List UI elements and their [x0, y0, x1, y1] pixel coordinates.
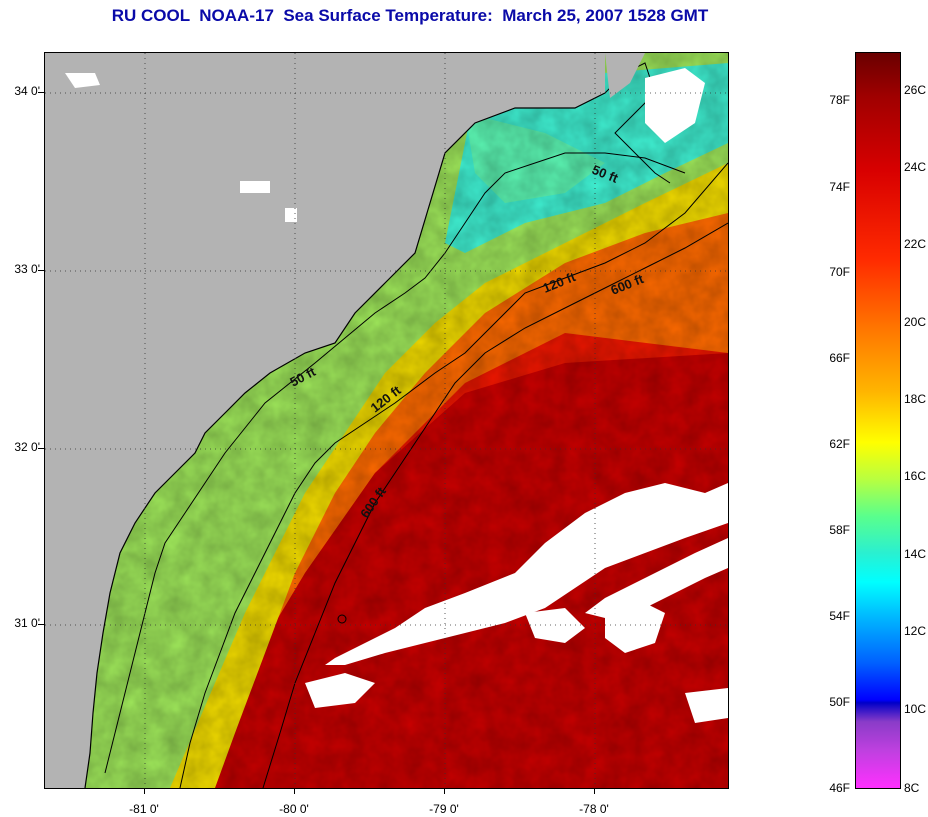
lon-tick [444, 788, 445, 794]
colorbar-celsius-label: 24C [904, 160, 927, 174]
colorbar-fahrenheit-label: 54F [829, 609, 850, 623]
colorbar-celsius-label: 10C [904, 702, 927, 716]
lat-tick [38, 624, 44, 625]
lat-tick [38, 92, 44, 93]
lon-tick [294, 788, 295, 794]
sst-map[interactable]: 50 ft 120 ft 600 ft 50 ft 120 ft 600 ft [44, 52, 729, 789]
colorbar-fahrenheit-label: 58F [829, 523, 850, 537]
longitude-label: -79 0' [429, 802, 459, 816]
longitude-label: -80 0' [279, 802, 309, 816]
sst-image: 50 ft 120 ft 600 ft 50 ft 120 ft 600 ft [45, 53, 728, 788]
land-mass [45, 53, 605, 788]
latitude-label: 31 0' [14, 616, 40, 630]
isobath-50ft [104, 152, 686, 774]
colorbar-celsius-label: 26C [904, 83, 927, 97]
colorbar-fahrenheit-label: 46F [829, 781, 850, 795]
lat-tick [38, 270, 44, 271]
lon-tick [594, 788, 595, 794]
colorbar-fahrenheit-label: 62F [829, 437, 850, 451]
isobath-600ft [262, 222, 728, 788]
colorbar-celsius-label: 14C [904, 547, 927, 561]
colorbar-fahrenheit-label: 70F [829, 265, 850, 279]
isobath-120ft [179, 162, 728, 788]
colorbar-fahrenheit-label: 50F [829, 695, 850, 709]
cloud-patch [645, 68, 705, 143]
map-title: RU COOL NOAA-17 Sea Surface Temperature:… [111, 6, 709, 25]
longitude-label: -81 0' [129, 802, 159, 816]
colorbar-celsius-label: 22C [904, 237, 927, 251]
colorbar-celsius-label: 12C [904, 624, 927, 638]
colorbar-fahrenheit-label: 78F [829, 93, 850, 107]
latitude-label: 32 0' [14, 440, 40, 454]
temperature-colorbar [855, 52, 901, 789]
colorbar-fahrenheit-label: 66F [829, 351, 850, 365]
latitude-label: 33 0' [14, 262, 40, 276]
longitude-label: -78 0' [579, 802, 609, 816]
colorbar-celsius-label: 16C [904, 469, 927, 483]
colorbar-celsius-label: 18C [904, 392, 927, 406]
lat-tick [38, 448, 44, 449]
coastline [84, 92, 606, 788]
colorbar-fahrenheit-label: 74F [829, 180, 850, 194]
latitude-label: 34 0' [14, 84, 40, 98]
colorbar-celsius-label: 20C [904, 315, 927, 329]
colorbar-celsius-label: 8C [904, 781, 920, 795]
lon-tick [144, 788, 145, 794]
cloud-bank [325, 483, 728, 665]
